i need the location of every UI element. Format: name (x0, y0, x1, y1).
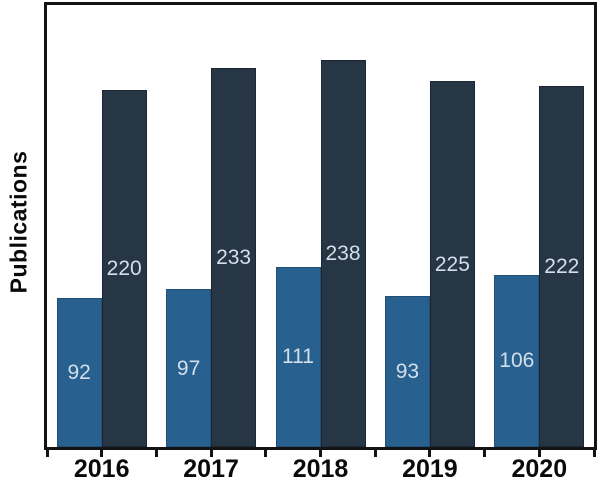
x-axis-label-2016: 2016 (73, 455, 130, 483)
x-axis-tick (592, 449, 596, 457)
bar-value-label: 238 (325, 242, 361, 266)
x-axis-label-2019: 2019 (402, 455, 458, 483)
bar-2019-series_2: 225 (429, 81, 475, 447)
bar-2016-series_2: 220 (101, 89, 147, 447)
bar-2020-series_2: 222 (539, 86, 585, 447)
x-axis-tick (483, 449, 487, 457)
bar-2017-series_1: 97 (166, 289, 212, 447)
bar-2019-series_1: 93 (384, 295, 430, 447)
x-axis-tick (537, 449, 541, 457)
x-axis-tick (45, 449, 49, 457)
x-axis-tick (100, 449, 104, 457)
bar-2016-series_1: 92 (56, 297, 102, 447)
x-axis-label-2018: 2018 (292, 455, 349, 483)
x-axis-label-2017: 2017 (183, 455, 239, 483)
bar-value-label: 220 (106, 256, 142, 280)
bar-2020-series_1: 106 (494, 274, 540, 447)
x-axis-tick (428, 449, 432, 457)
bar-value-label: 225 (434, 252, 470, 276)
bar-value-label: 106 (499, 349, 535, 373)
plot-area: 92 220 97 233 111 238 93 225 106 222 (44, 2, 597, 450)
y-axis-title: Publications (5, 150, 32, 294)
bar-value-label: 222 (544, 255, 580, 279)
x-axis-tick (319, 449, 322, 457)
bar-value-label: 97 (176, 356, 201, 380)
x-axis-tick (264, 449, 268, 457)
x-axis-label-2020: 2020 (511, 455, 568, 483)
bar-2018-series_1: 111 (275, 266, 321, 447)
x-axis-tick (373, 449, 377, 457)
x-axis-tick (209, 449, 213, 457)
bar-value-label: 92 (67, 360, 91, 384)
bar-value-label: 93 (395, 359, 420, 383)
bar-2018-series_2: 238 (320, 60, 366, 447)
bar-value-label: 233 (216, 246, 252, 270)
bar-2017-series_2: 233 (211, 68, 257, 447)
bar-value-label: 111 (282, 345, 314, 369)
x-axis-tick (154, 449, 158, 457)
